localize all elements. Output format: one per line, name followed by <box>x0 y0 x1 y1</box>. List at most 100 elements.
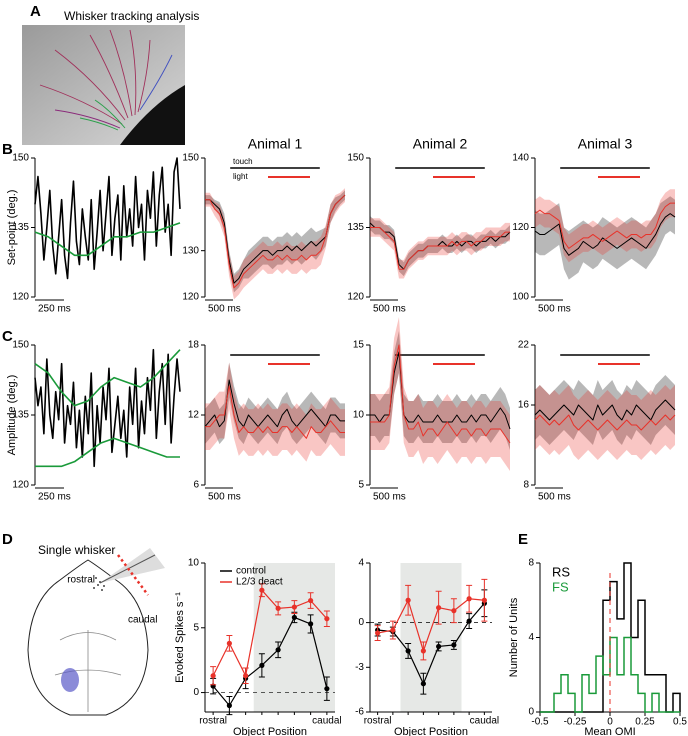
panel-title: Animal 1 <box>248 136 303 152</box>
error-band <box>205 362 345 462</box>
panel-title: Animal 3 <box>578 136 633 152</box>
y-tick-label: 120 <box>347 292 364 303</box>
x-tick-label: 0 <box>607 717 613 728</box>
x-axis-label: Mean OMI <box>584 726 635 736</box>
data-point <box>291 604 297 610</box>
data-point <box>420 681 426 687</box>
panel-label: E <box>518 531 528 548</box>
legend-label: RS <box>552 564 570 579</box>
trace-line <box>34 348 181 468</box>
y-tick-label: 10 <box>353 410 365 421</box>
data-point <box>259 662 265 668</box>
data-point <box>308 597 314 604</box>
scale-bar-label: 500 ms <box>373 492 406 503</box>
schematic-label: caudal <box>128 615 157 626</box>
y-tick-label: 150 <box>182 153 199 164</box>
y-tick-label: 8 <box>523 480 529 491</box>
trace-line <box>34 222 181 257</box>
y-tick-label: 135 <box>12 410 29 421</box>
data-point <box>405 648 411 654</box>
data-point <box>275 647 281 653</box>
data-point <box>451 642 457 648</box>
trace-line <box>534 202 675 249</box>
y-tick-label: 6 <box>193 480 199 491</box>
panel-title: Whisker tracking analysis <box>64 9 199 23</box>
error-band <box>370 317 510 471</box>
data-point <box>226 640 232 646</box>
y-tick-label: 135 <box>12 222 29 233</box>
x-tick-label: rostral <box>364 716 392 727</box>
data-point <box>275 605 281 611</box>
y-tick-label: 150 <box>12 153 29 164</box>
data-point <box>226 702 232 709</box>
y-tick-label: 140 <box>512 153 529 164</box>
data-point <box>324 616 330 622</box>
schematic-title: Single whisker <box>38 543 115 557</box>
y-tick-label: 135 <box>347 222 364 233</box>
error-band <box>205 190 345 293</box>
series-line <box>212 588 328 678</box>
scale-bar-label: 500 ms <box>208 492 241 503</box>
trace-line <box>205 385 345 439</box>
legend-label: FS <box>552 579 569 594</box>
trace-line <box>370 344 511 444</box>
panel-label: C <box>2 328 13 345</box>
panel-title: Animal 2 <box>413 136 468 152</box>
y-tick-label: 16 <box>518 400 530 411</box>
y-tick-label: 5 <box>358 480 364 491</box>
y-axis-label: Amplitude (deg.) <box>6 375 18 456</box>
y-tick-label: 10 <box>188 558 200 569</box>
mouse-schematic <box>27 548 165 716</box>
y-tick-label: 120 <box>12 292 29 303</box>
error-band <box>370 218 510 279</box>
scale-bar-label: 250 ms <box>38 492 71 503</box>
trace-line <box>205 194 346 284</box>
trace-line <box>35 437 180 468</box>
panel-label: A <box>30 3 41 20</box>
error-band <box>535 196 675 280</box>
data-point <box>210 673 216 679</box>
y-tick-label: 5 <box>193 622 199 633</box>
y-tick-label: 0 <box>358 617 364 628</box>
data-point <box>308 621 314 627</box>
series-line <box>377 602 485 686</box>
panel-label: D <box>2 531 13 548</box>
scale-bar-label: 500 ms <box>208 304 241 315</box>
y-tick-label: 8 <box>528 558 534 569</box>
annotation: light <box>233 172 248 181</box>
data-point <box>420 648 426 654</box>
shaded-region <box>400 563 462 712</box>
series-line <box>212 616 328 707</box>
y-tick-label: 4 <box>528 632 534 643</box>
y-tick-label: 12 <box>188 410 200 421</box>
schematic-label: rostral <box>67 575 95 586</box>
trace-line <box>534 399 676 421</box>
legend-label: control <box>236 566 266 577</box>
y-tick-label: 0 <box>528 707 534 718</box>
data-point <box>243 673 249 679</box>
y-tick-label: -6 <box>355 707 364 718</box>
series-line <box>377 598 485 653</box>
y-tick-label: 120 <box>182 292 199 303</box>
x-tick-label: 0.25 <box>635 717 655 728</box>
data-point <box>451 608 457 614</box>
y-tick-label: 150 <box>12 340 29 351</box>
x-tick-label: caudal <box>470 716 499 727</box>
y-tick-label: -3 <box>355 662 364 673</box>
scale-bar-label: 500 ms <box>538 492 571 503</box>
data-point <box>375 630 381 636</box>
y-tick-label: 4 <box>358 558 364 569</box>
y-tick-label: 22 <box>518 340 530 351</box>
trace-line <box>370 227 510 270</box>
x-tick-label: -0.5 <box>531 717 549 728</box>
whisker-image <box>22 25 185 145</box>
x-tick-label: 0.5 <box>673 717 687 728</box>
y-tick-label: 18 <box>188 340 200 351</box>
shaded-region <box>253 563 335 712</box>
y-axis-label: Evoked Spikes s⁻¹ <box>174 592 186 683</box>
scale-bar-label: 500 ms <box>373 304 406 315</box>
data-point <box>390 627 396 633</box>
trace-line <box>205 194 346 289</box>
trace-line <box>370 351 511 430</box>
